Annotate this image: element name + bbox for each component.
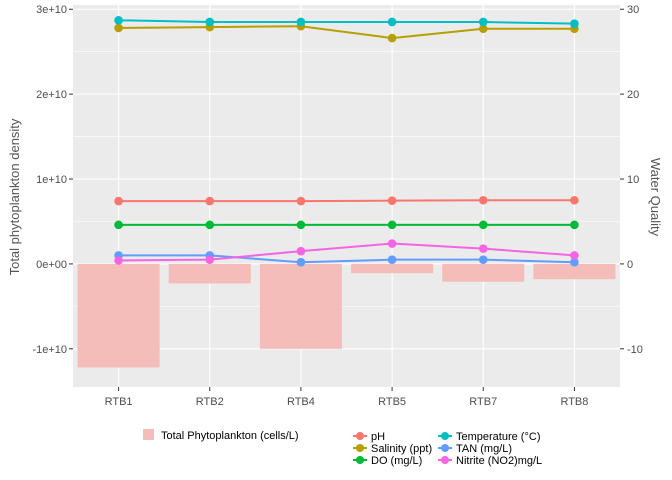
left-axis-tick-label: 2e+10 <box>36 89 67 101</box>
point-layer <box>114 15 579 267</box>
series-2-point <box>205 220 215 230</box>
series-5-point <box>387 239 397 248</box>
series-4-point <box>478 255 488 264</box>
legend-bar-label: Total Phytoplankton (cells/L) <box>161 430 299 442</box>
bar-rtb5 <box>351 263 434 274</box>
series-3-point <box>296 17 306 27</box>
series-line-0 <box>118 199 575 203</box>
right-axis-tick-label: 20 <box>627 89 639 101</box>
series-5-point <box>478 244 488 253</box>
legend-label: Temperature (°C) <box>456 431 540 443</box>
series-2-point <box>296 220 306 230</box>
x-axis-tick-label: RTB5 <box>378 396 406 408</box>
grid-minor <box>73 51 620 307</box>
series-2-point <box>114 220 123 230</box>
series-1-point <box>387 33 397 43</box>
legend-item: pH <box>353 431 385 443</box>
bar-rtb7 <box>442 263 525 282</box>
x-axis-tick-label: RTB1 <box>105 396 133 408</box>
left-axis-tick-label: 0e+00 <box>36 259 67 271</box>
legend-label: DO (mg/L) <box>371 455 422 467</box>
series-0-point <box>114 196 123 206</box>
legend-key-point <box>441 444 449 452</box>
legend-label: Salinity (ppt) <box>371 443 432 455</box>
right-axis-tick-label: 10 <box>627 174 639 186</box>
series-1-point <box>478 24 488 34</box>
legend-item: Nitrite (NO2)mg/L <box>438 455 542 467</box>
bar-rtb4 <box>259 263 342 349</box>
series-2-point <box>570 220 579 230</box>
legend-bar-key <box>143 429 154 440</box>
legend-key-point <box>356 456 364 464</box>
right-axis-tick-label: 0 <box>627 259 633 271</box>
series-3-point <box>478 17 488 27</box>
right-axis: -10 0 10 20 30 <box>620 4 643 356</box>
series-4-point <box>387 255 397 264</box>
left-axis-tick-label: -1e+10 <box>32 344 67 356</box>
left-axis-title: Total phytoplankton density <box>7 118 22 275</box>
series-line-5 <box>118 242 575 262</box>
series-0-point <box>478 195 488 205</box>
series-5-point <box>570 251 579 260</box>
series-3-point <box>570 19 579 28</box>
right-axis-tick-label: -10 <box>627 344 643 356</box>
series-2-point <box>478 220 488 230</box>
series-0-point <box>205 196 215 206</box>
left-axis-tick-label: 3e+10 <box>36 4 67 16</box>
series-line-4 <box>118 254 575 264</box>
legend-label: TAN (mg/L) <box>456 443 512 455</box>
legend-item-bar: Total Phytoplankton (cells/L) <box>143 429 299 442</box>
legend-label: pH <box>371 431 385 443</box>
right-axis-title: Water Quality <box>648 158 663 237</box>
legend-key-point <box>441 456 449 464</box>
legend-label: Nitrite (NO2)mg/L <box>456 455 542 467</box>
series-line-3 <box>118 19 575 25</box>
left-axis-tick-label: 1e+10 <box>36 174 67 186</box>
legend-key-point <box>441 432 449 440</box>
legend-item: Temperature (°C) <box>438 431 540 443</box>
bar-rtb1 <box>77 263 160 368</box>
legend-item: Salinity (ppt) <box>353 443 432 455</box>
left-axis: -1e+10 0e+00 1e+10 2e+10 3e+10 <box>32 4 73 356</box>
series-3-point <box>114 15 123 25</box>
series-0-point <box>387 196 397 205</box>
bar-layer <box>77 263 616 368</box>
series-4-point <box>570 257 579 267</box>
legend-key-point <box>356 432 364 440</box>
x-axis-tick-label: RTB8 <box>560 396 588 408</box>
series-3-point <box>387 17 397 27</box>
series-0-point <box>570 195 579 205</box>
line-layer <box>118 19 575 264</box>
legend-item: DO (mg/L) <box>353 455 422 467</box>
series-line-1 <box>118 25 575 40</box>
series-3-point <box>205 17 215 27</box>
x-axis-tick-label: RTB7 <box>469 396 497 408</box>
series-2-point <box>387 220 397 230</box>
plot-panel <box>73 5 620 387</box>
series-5-point <box>205 255 215 264</box>
bar-rtb8 <box>533 263 616 280</box>
x-axis-tick-label: RTB4 <box>287 396 315 408</box>
series-4-point <box>296 257 306 267</box>
series-0-point <box>296 196 306 206</box>
legend-item: TAN (mg/L) <box>438 443 512 455</box>
bar-rtb2 <box>168 263 251 284</box>
x-axis: RTB1 RTB2 RTB4 RTB5 RTB7 RTB8 <box>105 387 588 408</box>
legend-key-point <box>356 444 364 452</box>
x-axis-tick-label: RTB2 <box>196 396 224 408</box>
right-axis-tick-label: 30 <box>627 4 639 16</box>
series-5-point <box>296 246 306 256</box>
series-5-point <box>114 256 123 265</box>
series-1-point <box>114 23 123 33</box>
legend: Total Phytoplankton (cells/L) pHSalinity … <box>143 429 542 467</box>
